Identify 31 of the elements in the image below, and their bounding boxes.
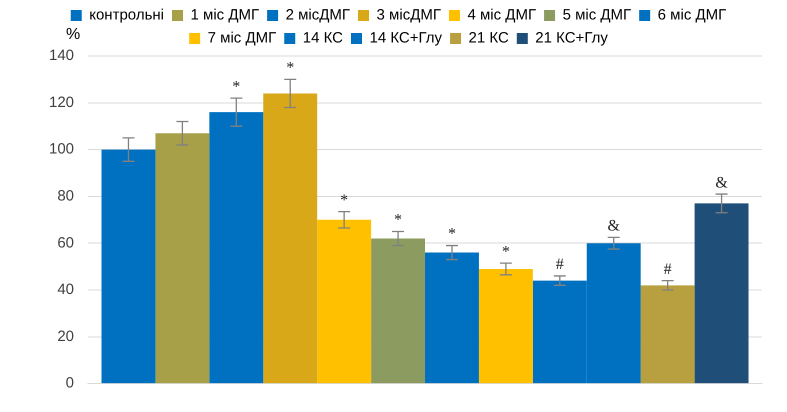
data-label: * (232, 78, 240, 96)
y-tick-label: 20 (57, 328, 74, 345)
legend-label: 14 КС+Глу (370, 30, 443, 47)
y-tick-label: 60 (57, 234, 74, 252)
legend-label: 5 міс ДМГ (562, 6, 632, 24)
y-tick-label: 100 (48, 140, 74, 158)
legend-label: 3 місДМГ (376, 6, 441, 24)
legend-label: 21 КС+Глу (535, 30, 608, 47)
data-label: * (448, 226, 456, 243)
legend-label: 4 міс ДМГ (467, 6, 536, 24)
legend-label: контрольні (89, 6, 164, 24)
data-label: * (340, 192, 348, 209)
legend-label: 21 КС (468, 30, 509, 47)
y-tick-label: 140 (48, 47, 74, 64)
data-label: & (715, 174, 728, 192)
data-label: * (286, 60, 294, 77)
y-tick-label: 40 (57, 281, 74, 298)
data-label: * (394, 212, 402, 229)
data-label: # (556, 256, 564, 274)
legend-label: 1 міс ДМГ (190, 6, 260, 24)
y-tick-label: 0 (66, 374, 74, 392)
legend-label: 6 міс ДМГ (658, 6, 726, 24)
y-tick-label: 120 (48, 94, 74, 111)
data-label: & (608, 218, 620, 235)
data-label: # (664, 260, 672, 278)
legend-label: 14 КС (302, 30, 344, 47)
legend-label: 7 міс ДМГ (208, 30, 276, 47)
y-axis-title: % (66, 26, 80, 44)
data-label: * (502, 243, 510, 260)
legend-label: 2 місДМГ (286, 6, 350, 24)
y-tick-label: 80 (57, 188, 74, 205)
